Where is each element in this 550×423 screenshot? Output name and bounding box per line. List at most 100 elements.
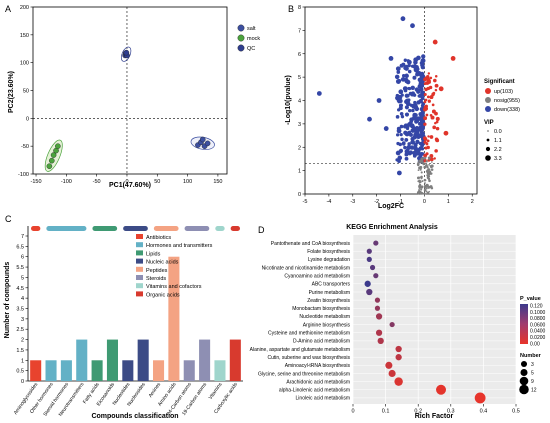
volcano-point-down xyxy=(388,56,394,61)
bar-y-tick-label: 5 xyxy=(21,275,24,281)
volcano-x-tick-label: -3 xyxy=(350,199,355,205)
pca-y-label: PC2(23.60%) xyxy=(8,71,15,113)
pca-y-tick-label: 0 xyxy=(26,116,29,122)
legend-marker-salt xyxy=(237,24,245,32)
volcano-legend: Significant up(103) nosig(955) down(338)… xyxy=(484,79,520,162)
bar-y-tick-label: 4.5 xyxy=(16,286,24,292)
pvalue-tick-label: 0.120 xyxy=(530,304,543,310)
volcano-point-down xyxy=(403,145,407,150)
kegg-pathway-label: Nucleotide metabolism xyxy=(299,314,350,320)
pca-legend-qc: QC xyxy=(247,46,255,52)
volcano-point-down xyxy=(404,138,409,142)
pca-x-tick-label: 0 xyxy=(125,179,128,185)
volcano-point-down xyxy=(404,105,409,110)
bar-y-tick-label: 5.5 xyxy=(16,265,24,271)
kegg-x-tick-label: 0 xyxy=(351,409,354,415)
bar xyxy=(199,339,211,381)
volcano-point-down xyxy=(421,74,425,79)
bar xyxy=(214,360,226,381)
bar-category-label: Amines xyxy=(148,381,163,399)
bar xyxy=(60,360,72,381)
volcano-point-down xyxy=(413,60,418,65)
bar xyxy=(76,339,88,381)
volcano-point-down xyxy=(413,102,418,108)
volcano-legend-down: down(338) xyxy=(494,107,520,113)
volcano-ticks: -5 -4 -3 -2 -1 0 1 2 0 1 2 3 4 5 6 7 8 xyxy=(298,5,477,205)
kegg-x-tick-label: 0.2 xyxy=(414,409,422,415)
pca-point-mock xyxy=(50,152,57,158)
volcano-point-down xyxy=(420,120,424,125)
bar-category-label: Vitamins xyxy=(208,381,224,400)
pca-x-label: PC1(47.60%) xyxy=(109,182,151,189)
volcano-x-label: Log2FC xyxy=(378,203,404,210)
volcano-point-nosig xyxy=(423,165,427,169)
volcano-point-up xyxy=(425,81,429,85)
kegg-point xyxy=(395,354,402,361)
bar-x-label: Compounds classification xyxy=(91,413,178,420)
volcano-point-up xyxy=(427,135,430,138)
volcano-point-down xyxy=(412,128,418,134)
volcano-point-down xyxy=(407,63,411,68)
pca-y-tick-label: -50 xyxy=(21,144,29,150)
number-legend-items: 3 5 9 12 xyxy=(519,360,537,395)
volcano-point-down xyxy=(415,66,420,72)
volcano-point-nosig xyxy=(427,156,431,160)
volcano-point-down xyxy=(404,66,409,71)
volcano-point-up xyxy=(424,76,428,80)
legend-marker-down xyxy=(485,106,491,112)
pca-point-mock xyxy=(55,143,61,149)
volcano-point-up xyxy=(433,78,437,83)
kegg-point xyxy=(377,337,384,345)
volcano-point-up xyxy=(424,98,428,102)
volcano-point-down xyxy=(411,108,415,113)
volcano-point-nosig xyxy=(428,164,430,166)
kegg-point xyxy=(388,369,396,378)
volcano-point-up xyxy=(423,122,427,126)
bar xyxy=(183,360,195,381)
volcano-point-up xyxy=(426,139,430,143)
bar-y-tick-label: 0 xyxy=(21,379,24,385)
volcano-point-down xyxy=(404,149,409,154)
bar-y-tick-label: 3.5 xyxy=(16,307,24,313)
compound-bar-panel: C Compounds classification Number of com… xyxy=(4,214,243,420)
kegg-point xyxy=(373,273,379,279)
volcano-point-up xyxy=(423,153,428,158)
volcano-point-down xyxy=(419,152,424,156)
vip-legend-3: 3.3 xyxy=(494,156,502,162)
volcano-point-nosig xyxy=(420,171,423,174)
bar xyxy=(45,360,57,381)
volcano-point-down xyxy=(394,74,400,80)
volcano-point-up xyxy=(429,135,434,139)
kegg-x-ticks: 0 0.1 0.2 0.3 0.4 0.5 xyxy=(351,404,520,415)
volcano-point-down xyxy=(400,137,404,142)
volcano-x-tick-label: 2 xyxy=(471,199,474,205)
number-legend-label: 3 xyxy=(531,362,534,368)
kegg-pathway-label: Monobactam biosynthesis xyxy=(292,306,350,312)
bar xyxy=(137,339,149,381)
volcano-y-tick-label: 5 xyxy=(298,75,301,81)
pca-x-tick-label: -150 xyxy=(31,179,42,185)
bar-y-tick-label: 6.5 xyxy=(16,244,24,250)
volcano-point-down xyxy=(420,111,425,116)
kegg-pathway-label: Cysteine and methionine metabolism xyxy=(268,331,350,337)
kegg-point xyxy=(389,321,395,328)
volcano-point-nosig xyxy=(423,192,426,195)
volcano-point-up xyxy=(423,107,427,112)
volcano-point-down xyxy=(396,141,400,146)
bar-legend-label: Peptides xyxy=(146,268,168,274)
bar-legend-swatch xyxy=(136,242,143,248)
volcano-legend-title: Significant xyxy=(484,79,515,85)
bar-legend-label: Steroids xyxy=(146,276,166,282)
volcano-point-nosig xyxy=(419,160,422,163)
pca-point-mock xyxy=(46,163,53,170)
volcano-point-down xyxy=(405,126,410,131)
volcano-point-nosig xyxy=(430,164,434,168)
volcano-point-up xyxy=(431,109,436,114)
bars xyxy=(30,256,241,381)
volcano-point-down xyxy=(316,91,322,96)
legend-marker-nosig xyxy=(485,97,491,103)
pvalue-tick-label: 0.0800 xyxy=(530,316,546,322)
volcano-point-up xyxy=(423,100,427,104)
kegg-pathway-label: Linoleic acid metabolism xyxy=(296,396,350,402)
bar-y-label: Number of compounds xyxy=(4,262,11,339)
